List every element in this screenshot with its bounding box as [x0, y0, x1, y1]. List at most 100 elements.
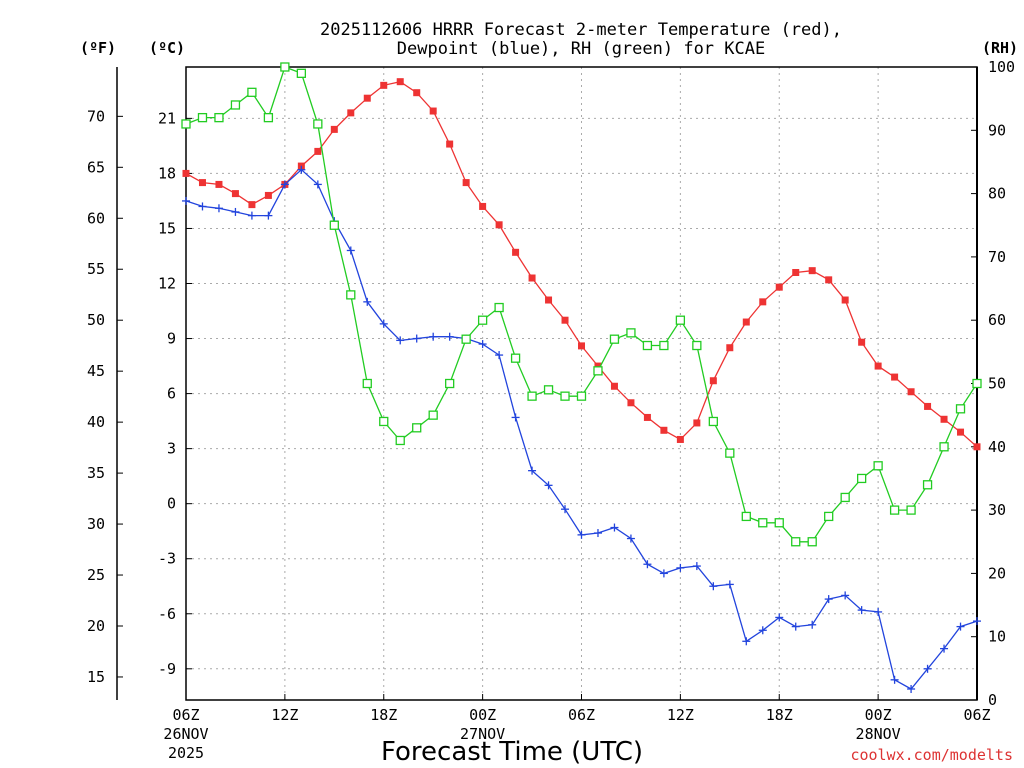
- dewpoint-point: [758, 626, 767, 635]
- temperature-point: [759, 298, 767, 306]
- dewpoint-point: [363, 297, 372, 306]
- fahrenheit-tick-label: 45: [87, 362, 105, 380]
- dewpoint-point: [973, 617, 981, 626]
- temperature-point: [512, 248, 520, 256]
- rh-point: [247, 87, 257, 97]
- dewpoint-point: [445, 332, 454, 341]
- temperature-point: [446, 140, 454, 148]
- rh-point: [197, 112, 208, 123]
- temperature-point: [479, 202, 487, 210]
- dewpoint-point: [923, 664, 932, 673]
- temperature-point: [330, 125, 338, 133]
- temperature-point: [907, 388, 915, 396]
- dewpoint-point: [841, 591, 850, 600]
- celsius-tick-label: -3: [158, 550, 176, 568]
- temperature-point: [891, 373, 899, 381]
- dewpoint-point: [808, 620, 817, 629]
- dewpoint-point: [874, 607, 883, 616]
- rh-point: [725, 448, 735, 458]
- grid: [185, 67, 978, 700]
- rh-point: [741, 511, 751, 522]
- rh-point: [362, 378, 372, 389]
- chart-title-line2: Dewpoint (blue), RH (green) for KCAE: [397, 39, 765, 59]
- rh-point: [642, 340, 653, 351]
- temperature-point: [347, 109, 355, 117]
- temperature-point: [627, 399, 635, 407]
- temperature-point: [363, 94, 371, 102]
- rh-tick-label: 30: [988, 501, 1006, 519]
- temperature-point: [462, 179, 470, 187]
- dewpoint-point: [593, 529, 602, 538]
- date-label: 26NOV: [163, 725, 208, 743]
- dewpoint-point: [907, 684, 916, 693]
- dewpoint-point: [214, 204, 223, 213]
- x-tick-label: 06Z: [963, 706, 990, 724]
- tick-labels: 211815129630-3-6-97065605550454035302520…: [87, 58, 1015, 762]
- rh-point: [791, 537, 801, 547]
- rh-point: [873, 461, 883, 471]
- dewpoint-point: [280, 180, 289, 189]
- dewpoint-point: [396, 336, 405, 345]
- fahrenheit-tick-label: 30: [87, 515, 105, 533]
- dewpoint-point: [379, 319, 388, 328]
- temperature-point: [380, 81, 388, 89]
- rh-point: [576, 391, 587, 401]
- rh-point: [922, 480, 933, 490]
- temperature-point: [676, 435, 684, 443]
- dewpoint-point: [297, 165, 306, 174]
- dewpoint-point: [313, 180, 322, 189]
- dewpoint-point: [528, 466, 537, 475]
- rh-point: [824, 511, 834, 522]
- temperature-point: [858, 338, 866, 346]
- rh-point: [214, 112, 224, 123]
- rh-tick-label: 20: [988, 564, 1006, 582]
- rh-point: [758, 518, 768, 528]
- series-dewpoint: [182, 165, 981, 693]
- rh-unit-label: (RH): [982, 39, 1018, 57]
- temperature-point: [545, 296, 553, 304]
- temperature-point: [231, 190, 239, 198]
- temperature-point: [792, 268, 800, 276]
- rh-point: [593, 366, 603, 376]
- x-tick-label: 06Z: [568, 706, 595, 724]
- rh-tick-label: 80: [988, 185, 1006, 203]
- date-label: 27NOV: [460, 725, 505, 743]
- dewpoint-point: [676, 563, 685, 572]
- rh-point: [494, 302, 504, 313]
- fahrenheit-tick-label: 25: [87, 566, 105, 584]
- fahrenheit-tick-label: 70: [87, 107, 105, 125]
- temperature-point: [594, 362, 602, 370]
- rh-point: [972, 378, 982, 389]
- temperature-point: [726, 344, 734, 352]
- temperature-point: [808, 267, 816, 275]
- temperature-point: [578, 342, 585, 350]
- rh-point: [263, 112, 274, 123]
- dewpoint-point: [511, 413, 520, 422]
- celsius-tick-label: 21: [158, 109, 176, 127]
- credit-text: coolwx.com/modelts: [850, 746, 1013, 764]
- dewpoint-point: [857, 606, 866, 615]
- fahrenheit-unit-label: (ºF): [80, 39, 116, 57]
- fahrenheit-tick-label: 15: [87, 668, 105, 686]
- temperature-point: [874, 362, 882, 370]
- temperature-point: [610, 382, 618, 390]
- rh-point: [412, 423, 422, 433]
- dewpoint-point: [890, 675, 899, 684]
- rh-tick-label: 70: [988, 248, 1006, 266]
- dewpoint-point: [264, 211, 273, 220]
- rh-point: [461, 334, 471, 344]
- x-tick-label: 00Z: [469, 706, 496, 724]
- dewpoint-point: [692, 562, 701, 571]
- rh-tick-label: 100: [988, 58, 1015, 76]
- rh-point: [807, 537, 817, 547]
- dewpoint-point: [247, 211, 256, 220]
- temperature-point: [775, 283, 783, 291]
- rh-point: [609, 334, 620, 344]
- x-tick-label: 18Z: [370, 706, 397, 724]
- rh-point: [659, 340, 669, 351]
- dewpoint-point: [198, 202, 207, 211]
- rh-point: [675, 315, 686, 325]
- rh-tick-label: 90: [988, 121, 1006, 139]
- temperature-point: [709, 377, 717, 385]
- temperature-point: [924, 402, 932, 410]
